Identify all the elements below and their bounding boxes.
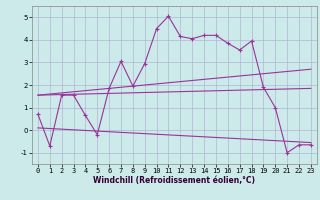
X-axis label: Windchill (Refroidissement éolien,°C): Windchill (Refroidissement éolien,°C): [93, 176, 255, 185]
